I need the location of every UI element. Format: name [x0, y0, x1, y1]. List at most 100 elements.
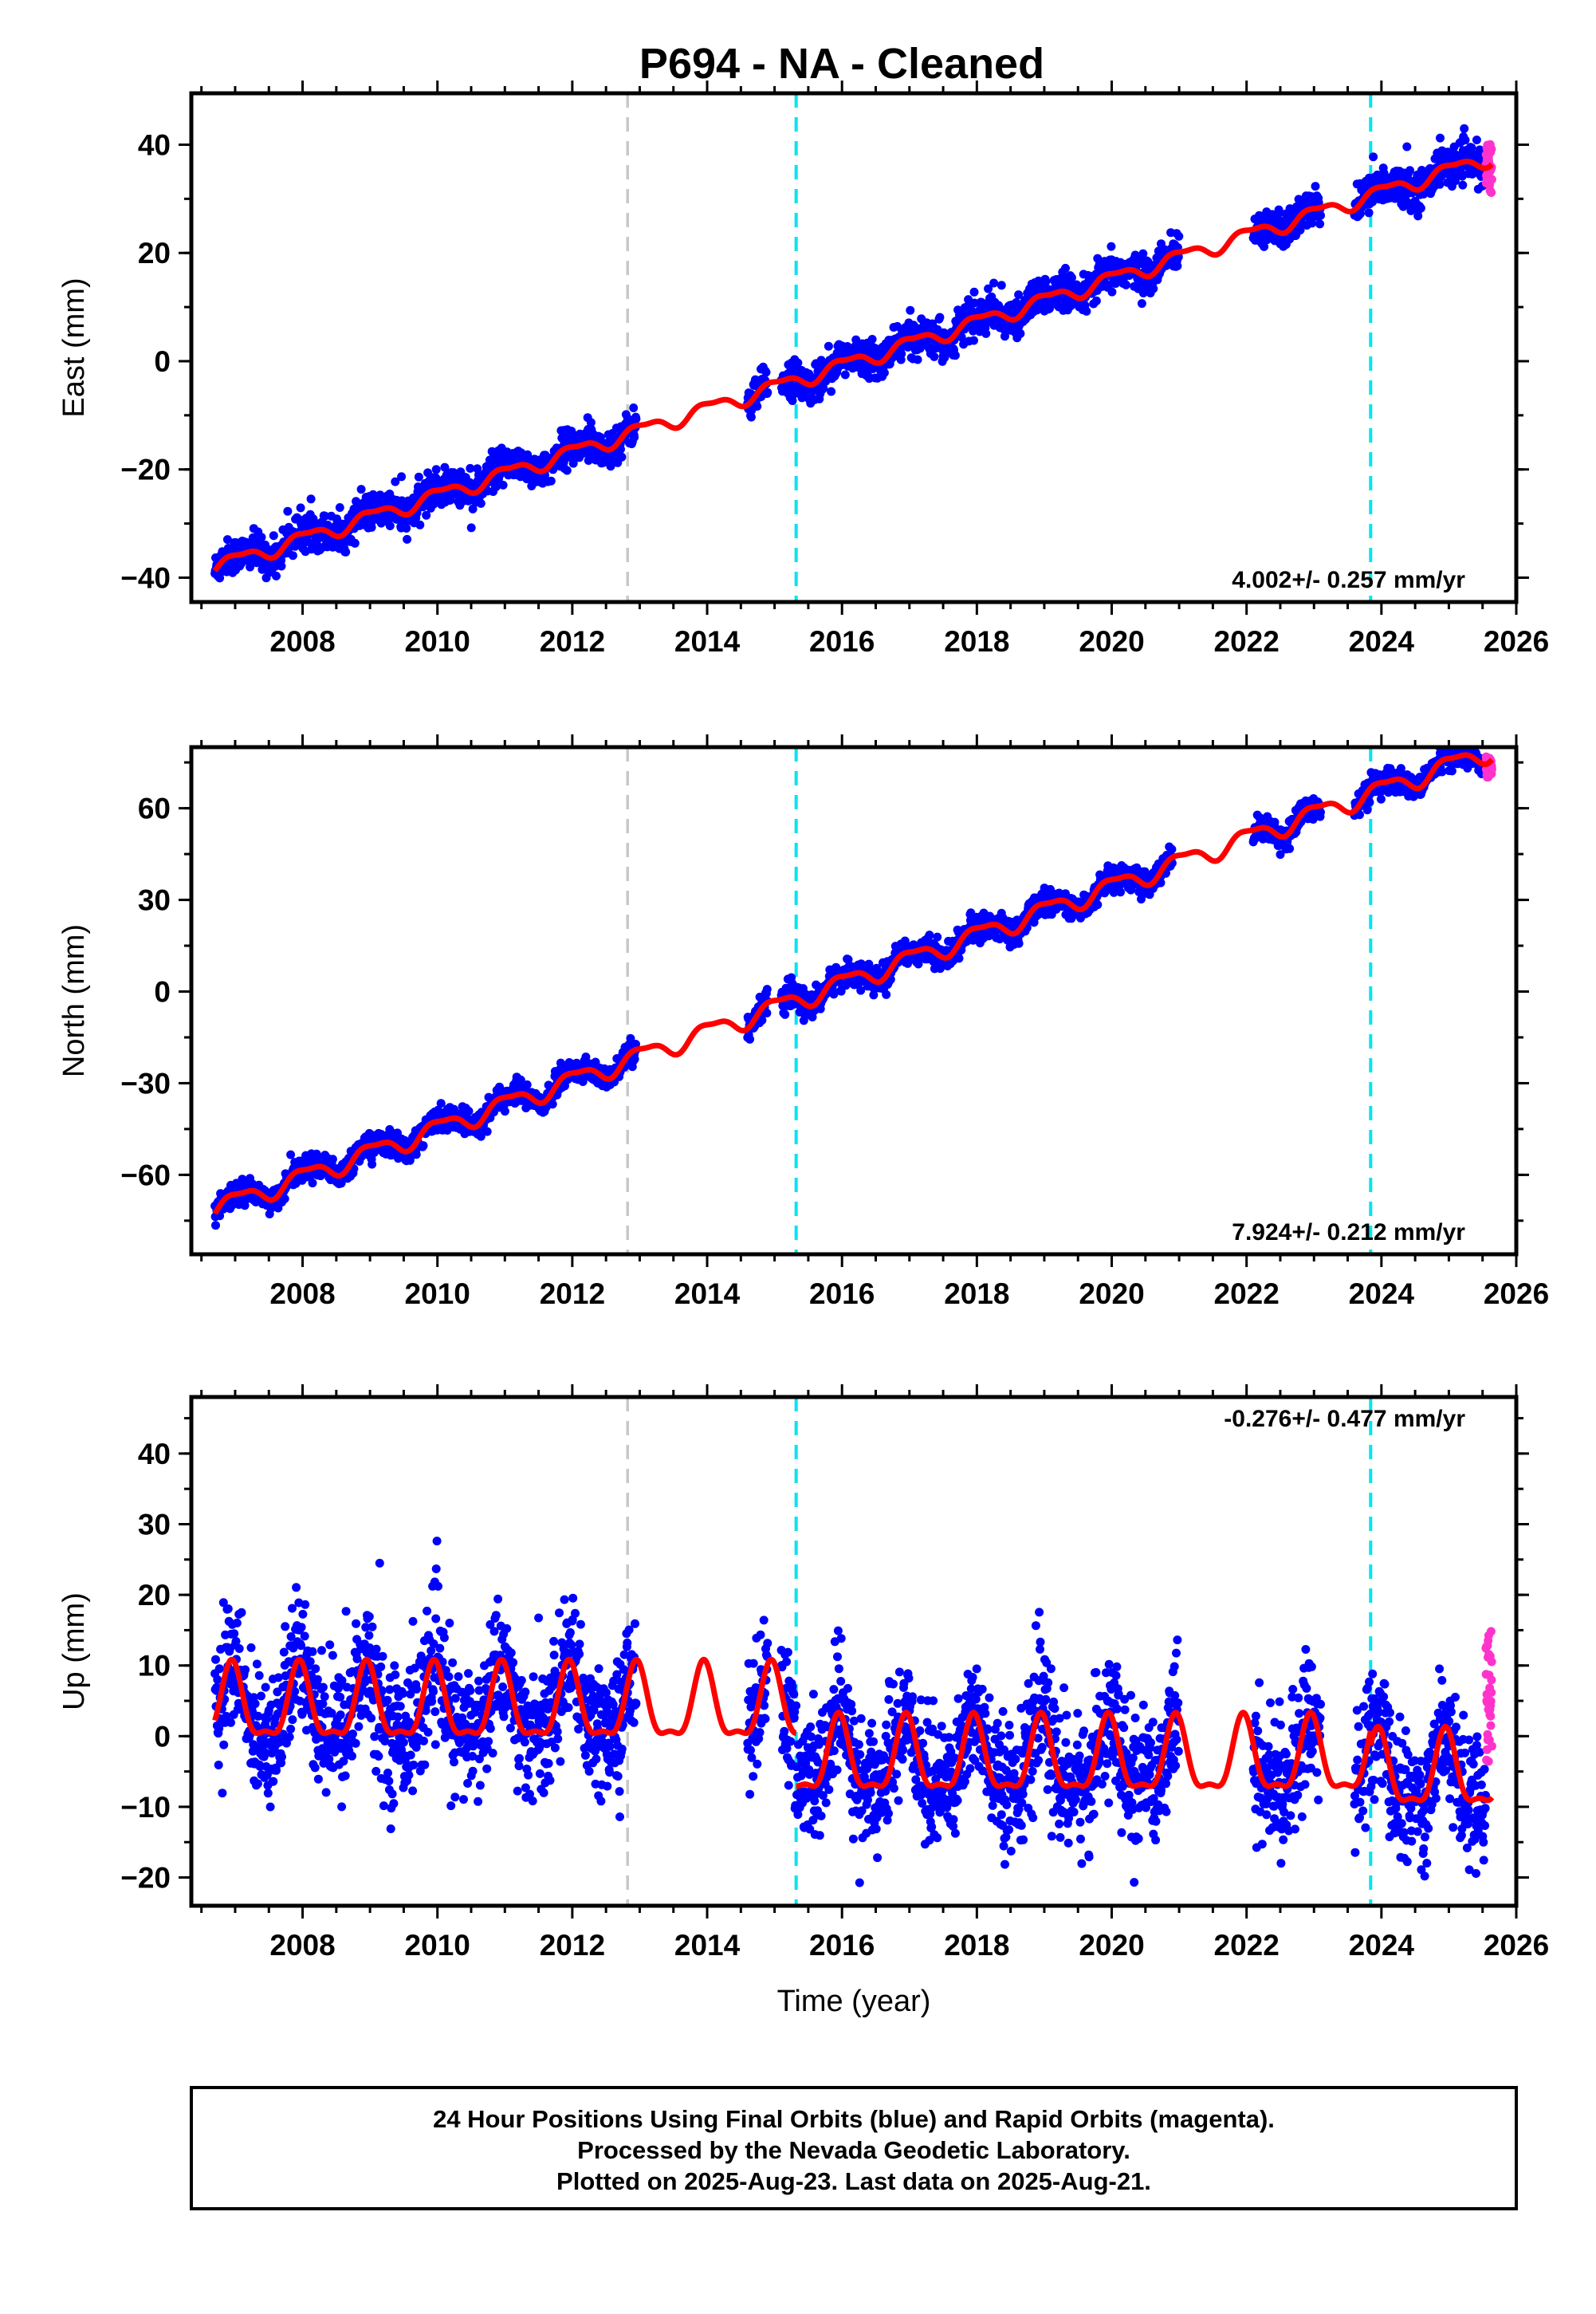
final-orbit-point — [431, 465, 441, 474]
final-orbit-point — [1416, 203, 1425, 213]
final-orbit-point — [466, 523, 476, 533]
final-orbit-point — [879, 368, 889, 377]
final-orbit-point — [414, 472, 423, 482]
final-orbit-point — [286, 1150, 296, 1159]
final-orbit-point — [840, 370, 850, 380]
final-orbit-point — [288, 551, 297, 561]
y-tick-label: 20 — [138, 237, 171, 270]
final-orbit-point — [436, 1099, 446, 1108]
final-orbit-point — [246, 562, 255, 572]
final-orbit-point — [341, 547, 351, 557]
rapid-orbit-point — [1487, 175, 1496, 184]
final-orbit-point — [762, 985, 772, 994]
final-orbit-point — [1315, 219, 1325, 229]
final-orbit-point — [269, 531, 278, 541]
final-orbit-point — [1174, 231, 1184, 241]
final-orbit-point — [616, 444, 625, 454]
final-orbit-point — [989, 278, 999, 288]
final-orbit-point — [753, 402, 762, 411]
final-orbit-point — [1467, 143, 1476, 152]
north-panel: 2008 2010 2012 2014 2016 2018 2020 2022 2024 2026… — [57, 734, 1549, 1310]
final-orbit-point — [1460, 124, 1469, 133]
final-orbit-point — [1405, 166, 1414, 175]
final-orbit-point — [211, 1221, 220, 1230]
final-orbit-point — [1311, 182, 1320, 191]
final-orbit-point — [629, 403, 639, 412]
final-orbit-point — [630, 432, 639, 442]
east-panel: 2008 2010 2012 2014 2016 2018 2020 2022 2024 2026… — [57, 81, 1549, 658]
final-orbit-point — [763, 388, 772, 397]
x-tick-label: 2010 — [405, 625, 470, 658]
final-orbit-point — [328, 1155, 337, 1164]
final-orbit-point — [385, 521, 395, 530]
final-orbit-point — [419, 1141, 428, 1151]
rapid-orbit-point — [1487, 188, 1496, 197]
final-orbit-point — [745, 1034, 755, 1044]
final-orbit-point — [1460, 136, 1470, 145]
final-orbit-point — [1274, 205, 1283, 214]
final-orbit-point — [272, 571, 281, 580]
final-orbit-point — [954, 954, 964, 963]
final-orbit-point — [1061, 263, 1070, 273]
final-orbit-point — [1067, 273, 1076, 282]
final-orbit-point — [746, 412, 756, 422]
y-tick-label: −40 — [120, 561, 171, 594]
final-orbit-point — [1122, 280, 1130, 289]
final-orbit-point — [1402, 142, 1412, 152]
x-tick-label: 2008 — [269, 625, 335, 658]
final-orbit-point — [617, 452, 627, 462]
final-orbit-point — [1316, 211, 1325, 220]
final-orbit-point — [631, 414, 641, 423]
final-orbit-point — [440, 462, 450, 472]
final-orbit-point — [1472, 136, 1481, 144]
final-orbit-point — [1369, 152, 1378, 162]
final-orbit-point — [1436, 133, 1445, 143]
final-orbit-point — [466, 463, 475, 473]
final-orbit-point — [306, 494, 316, 504]
final-orbit-point — [277, 561, 286, 571]
final-orbit-point — [957, 333, 966, 342]
final-orbit-point — [283, 506, 293, 516]
x-tick-label: 2020 — [1079, 625, 1144, 658]
final-orbit-point — [500, 1107, 509, 1116]
final-orbit-point — [793, 358, 803, 368]
final-orbit-point — [950, 351, 960, 360]
rapid-orbit-point — [1487, 144, 1496, 154]
y-tick-label: 0 — [154, 345, 171, 378]
final-orbit-point — [969, 336, 978, 345]
final-orbit-point — [882, 990, 891, 999]
final-orbit-point — [906, 305, 915, 315]
final-orbit-point — [257, 533, 266, 542]
final-orbit-point — [984, 284, 993, 293]
final-orbit-point — [997, 281, 1006, 290]
final-orbit-point — [320, 511, 330, 521]
final-orbit-point — [630, 1054, 639, 1064]
final-orbit-point — [1000, 332, 1009, 341]
x-tick-label: 2012 — [540, 625, 605, 658]
final-orbit-point — [1149, 284, 1158, 293]
final-orbit-point — [411, 1150, 421, 1159]
final-orbit-point — [1082, 306, 1091, 316]
final-orbit-point — [335, 503, 344, 512]
final-orbit-point — [368, 1159, 377, 1169]
x-tick-label: 2016 — [809, 625, 875, 658]
final-orbit-point — [522, 1080, 532, 1089]
final-orbit-point — [280, 1194, 289, 1203]
final-orbit-point — [403, 534, 412, 544]
final-orbit-point — [1364, 208, 1374, 218]
final-orbit-point — [415, 520, 425, 529]
final-orbit-point — [933, 932, 942, 942]
final-orbit-point — [1260, 242, 1269, 251]
final-orbit-point — [464, 1107, 474, 1116]
final-orbit-point — [397, 472, 407, 482]
figure-title: P694 - NA - Cleaned — [639, 40, 1044, 88]
x-tick-label: 2014 — [674, 625, 741, 658]
y-axis-label: East (mm) — [57, 277, 91, 417]
final-orbit-points — [210, 747, 1490, 1230]
final-orbit-point — [1435, 179, 1445, 189]
final-orbit-point — [913, 355, 922, 364]
final-orbit-point — [827, 387, 836, 396]
final-orbit-point — [1138, 249, 1148, 258]
final-orbit-point — [1107, 287, 1117, 297]
